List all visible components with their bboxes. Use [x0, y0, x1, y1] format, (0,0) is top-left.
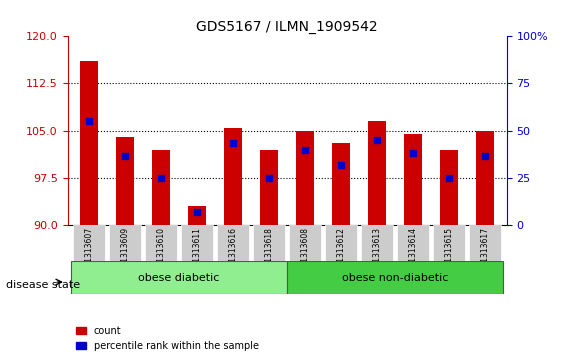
Bar — [440, 150, 458, 225]
Bar — [188, 206, 206, 225]
Bar — [476, 131, 494, 225]
Bar — [287, 261, 503, 294]
Text: GSM1313613: GSM1313613 — [373, 227, 382, 278]
Text: GSM1313607: GSM1313607 — [84, 227, 93, 278]
Text: obese diabetic: obese diabetic — [138, 273, 220, 283]
Bar — [73, 225, 105, 261]
Bar — [224, 127, 242, 225]
Bar — [145, 225, 177, 261]
Text: disease state: disease state — [6, 280, 80, 290]
Bar — [469, 225, 501, 261]
Text: GSM1313618: GSM1313618 — [265, 227, 274, 278]
Bar — [296, 131, 314, 225]
Bar — [325, 225, 358, 261]
Text: GSM1313616: GSM1313616 — [229, 227, 238, 278]
Bar — [152, 150, 170, 225]
Text: GSM1313608: GSM1313608 — [301, 227, 310, 278]
Bar — [116, 137, 134, 225]
Text: GSM1313614: GSM1313614 — [409, 227, 418, 278]
Legend: count, percentile rank within the sample: count, percentile rank within the sample — [73, 322, 263, 355]
Bar — [332, 143, 350, 225]
Bar — [368, 121, 386, 225]
Bar — [217, 225, 249, 261]
Text: GSM1313611: GSM1313611 — [193, 227, 202, 278]
Bar — [433, 225, 465, 261]
Text: GSM1313610: GSM1313610 — [157, 227, 166, 278]
Bar — [109, 225, 141, 261]
Bar — [71, 261, 287, 294]
Bar — [361, 225, 394, 261]
Text: GSM1313615: GSM1313615 — [445, 227, 454, 278]
Text: GSM1313617: GSM1313617 — [481, 227, 490, 278]
Bar — [253, 225, 285, 261]
Bar — [404, 134, 422, 225]
Title: GDS5167 / ILMN_1909542: GDS5167 / ILMN_1909542 — [196, 20, 378, 34]
Bar — [260, 150, 278, 225]
Bar — [289, 225, 321, 261]
Text: GSM1313612: GSM1313612 — [337, 227, 346, 278]
Bar — [80, 61, 98, 225]
Text: obese non-diabetic: obese non-diabetic — [342, 273, 448, 283]
Bar — [181, 225, 213, 261]
Text: GSM1313609: GSM1313609 — [120, 227, 129, 278]
Bar — [397, 225, 430, 261]
